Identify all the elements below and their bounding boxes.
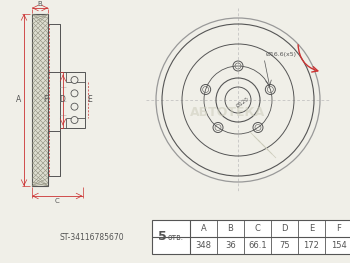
- Text: B: B: [38, 1, 42, 7]
- Text: E: E: [309, 224, 314, 233]
- Text: B: B: [228, 224, 233, 233]
- Text: C: C: [55, 198, 60, 204]
- Bar: [32, 14, 48, 186]
- Text: 5: 5: [158, 230, 166, 244]
- Text: 66.1: 66.1: [248, 241, 267, 250]
- Text: A: A: [16, 95, 22, 104]
- Bar: [48, 131, 60, 176]
- Bar: [152, 220, 350, 254]
- Text: Ø16.6(x5): Ø16.6(x5): [266, 52, 297, 57]
- Text: отв.: отв.: [168, 232, 184, 241]
- Text: F: F: [43, 95, 47, 104]
- Circle shape: [71, 90, 78, 97]
- Text: Ø120: Ø120: [236, 96, 251, 108]
- Bar: [32, 14, 48, 186]
- Text: 154: 154: [331, 241, 346, 250]
- Bar: [48, 24, 60, 72]
- Text: E: E: [88, 95, 92, 104]
- Text: D: D: [281, 224, 288, 233]
- Circle shape: [71, 77, 78, 83]
- Text: 172: 172: [303, 241, 320, 250]
- Text: АБТОТЕКА: АБТОТЕКА: [190, 105, 266, 119]
- Circle shape: [71, 117, 78, 124]
- Text: A: A: [201, 224, 206, 233]
- Text: ST-34116785670: ST-34116785670: [60, 232, 124, 241]
- Text: D: D: [59, 95, 65, 104]
- Bar: [60, 72, 85, 128]
- Text: F: F: [336, 224, 341, 233]
- Text: C: C: [254, 224, 260, 233]
- Text: 75: 75: [279, 241, 290, 250]
- Circle shape: [71, 103, 78, 110]
- Text: 348: 348: [196, 241, 211, 250]
- Text: 36: 36: [225, 241, 236, 250]
